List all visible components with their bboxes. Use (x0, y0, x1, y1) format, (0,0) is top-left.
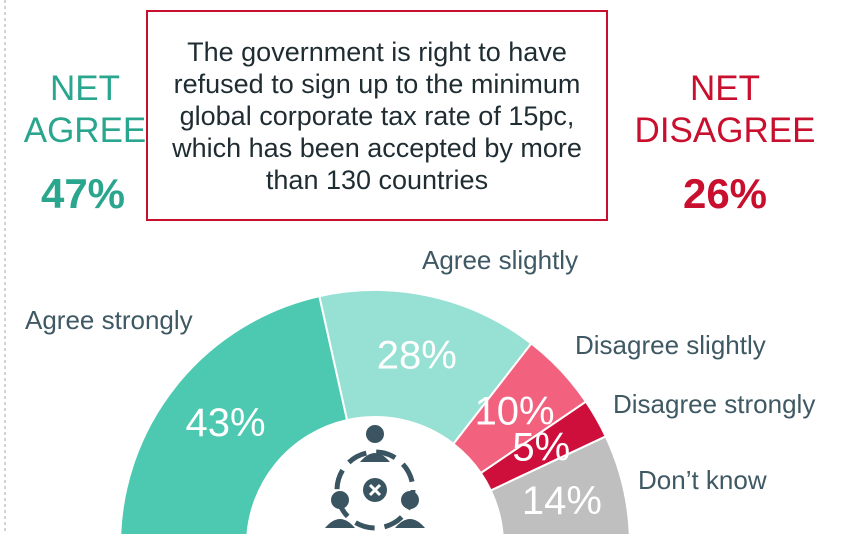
category-label: Agree slightly (422, 245, 578, 275)
category-label: Disagree slightly (575, 330, 766, 360)
net-agree-text: NET AGREE (23, 69, 147, 150)
category-label: Don’t know (638, 465, 767, 495)
title-box: The government is right to have refused … (146, 10, 608, 221)
chart-title: The government is right to have refused … (172, 36, 582, 195)
value-label: 43% (186, 401, 266, 445)
net-disagree-label: NET DISAGREE (630, 68, 820, 152)
donut-segment (119, 294, 349, 534)
net-disagree-value: 26% (682, 170, 768, 217)
value-label: 28% (377, 334, 457, 378)
net-agree-value: 47% (40, 170, 126, 217)
center-icon (325, 425, 425, 531)
net-disagree-text: NET DISAGREE (634, 69, 816, 150)
value-label: 10% (475, 389, 555, 433)
value-label: 5% (512, 426, 570, 470)
net-agree-label: NET AGREE (20, 68, 150, 152)
donut-segment (489, 435, 631, 534)
donut-segment (318, 289, 533, 446)
category-label: Disagree strongly (613, 389, 815, 419)
category-label: Agree strongly (25, 305, 193, 335)
value-label: 14% (522, 479, 602, 523)
